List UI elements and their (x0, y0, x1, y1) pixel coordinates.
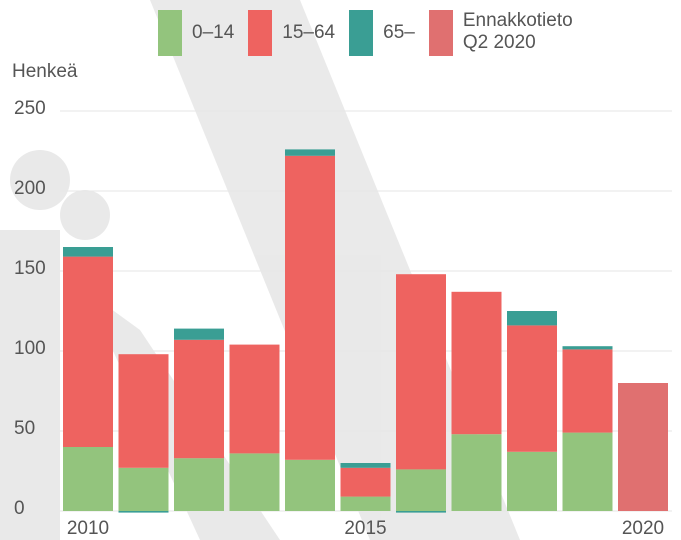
legend-label: 0–14 (192, 22, 235, 43)
bar-segment (340, 467, 391, 497)
y-tick-label: 0 (14, 498, 25, 519)
x-tick-label: 2015 (344, 518, 386, 539)
bar-segment (340, 496, 391, 511)
legend-label: 65– (383, 22, 415, 43)
bar-segment (285, 459, 335, 511)
bar-segment (63, 447, 113, 511)
legend-swatch (248, 10, 273, 56)
y-tick-label: 250 (14, 98, 46, 119)
legend: 0–14 15–64 65– Ennakkotieto Q2 2020 (158, 10, 583, 56)
bar-segment (618, 383, 668, 511)
bar-segment (396, 274, 446, 470)
y-tick-label: 50 (14, 418, 35, 439)
bar-segment (507, 451, 557, 511)
bar-segment (174, 328, 224, 340)
legend-label: 15–64 (282, 22, 336, 43)
legend-item: Ennakkotieto Q2 2020 (428, 10, 583, 56)
bar-segment (118, 467, 169, 511)
x-tick-label: 2010 (67, 518, 109, 539)
bar-segment (562, 432, 613, 511)
bar-segment (118, 511, 169, 513)
bar-segment (562, 346, 613, 350)
watermark-stroke (0, 230, 60, 540)
bar-segment (285, 149, 335, 156)
bar-segment (396, 469, 446, 511)
watermark-dot (60, 190, 110, 240)
bar-segment (340, 463, 391, 468)
y-tick-label: 200 (14, 178, 46, 199)
bar-segment (451, 291, 502, 435)
legend-label: Ennakkotieto Q2 2020 (462, 10, 573, 53)
bar-segment (63, 256, 113, 447)
y-tick-label: 100 (14, 338, 46, 359)
bar-segment (507, 325, 557, 452)
x-tick-label: 2020 (622, 518, 664, 539)
bar-segment (174, 458, 224, 511)
bar-segment (229, 344, 280, 454)
bar-segment (451, 434, 502, 511)
bar-segment (229, 453, 280, 511)
bar-segment (63, 247, 113, 257)
bar-segment (285, 155, 335, 460)
bar-segment (396, 511, 446, 513)
bar-segment (174, 339, 224, 459)
y-tick-label: 150 (14, 258, 46, 279)
bar-segment (562, 349, 613, 433)
bar-segment (507, 311, 557, 326)
legend-swatch (428, 10, 453, 56)
legend-swatch (158, 10, 182, 56)
legend-item: 0–14 (158, 10, 234, 56)
legend-swatch (349, 10, 374, 56)
legend-item: 15–64 (248, 10, 335, 56)
watermark-dot (10, 150, 70, 210)
y-axis-label: Henkeä (12, 61, 78, 82)
bar-segment (118, 354, 169, 468)
legend-item: 65– (349, 10, 415, 56)
